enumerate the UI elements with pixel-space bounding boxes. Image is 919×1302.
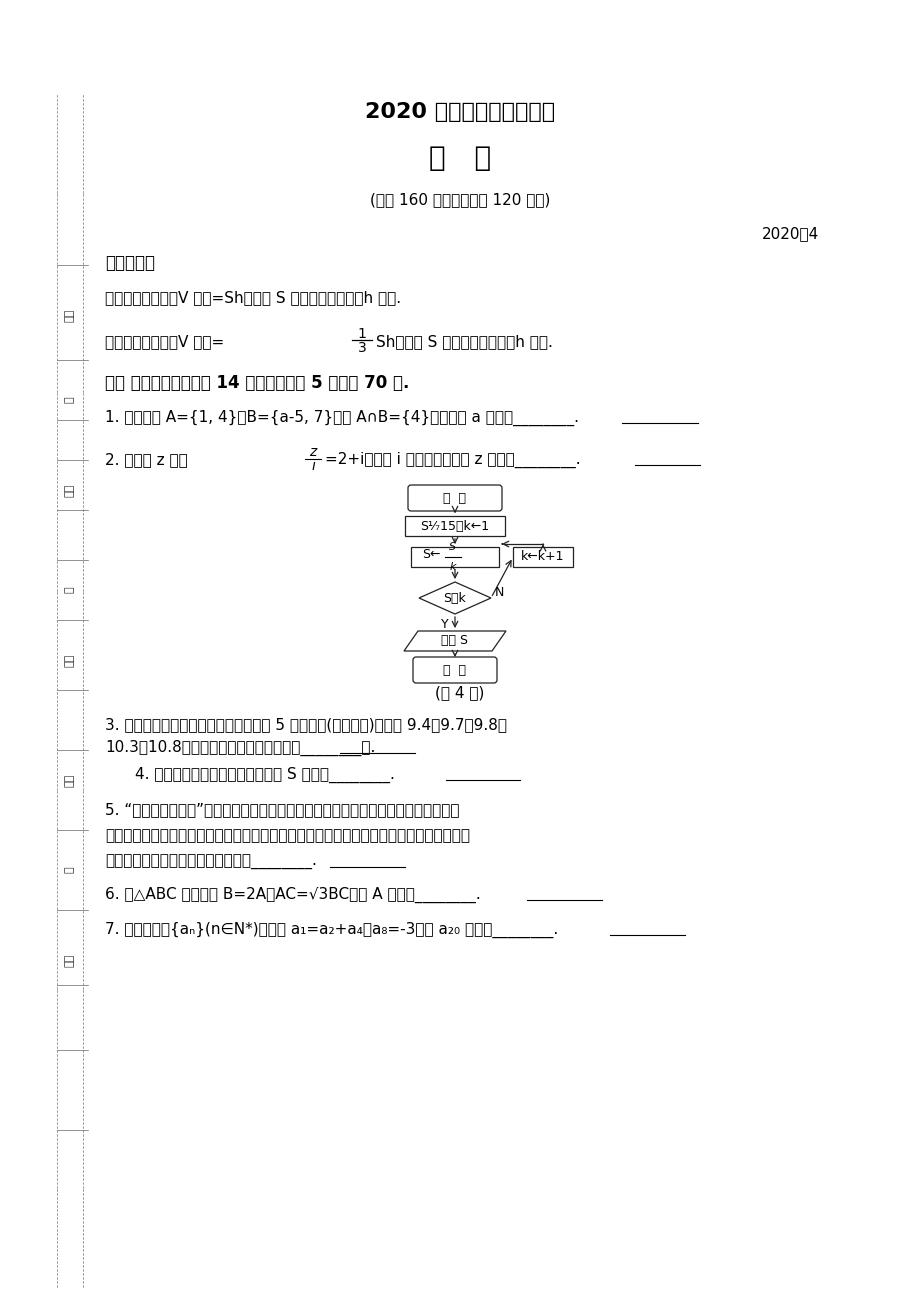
Text: 3. 在一块土地上种植某种农作物，连续 5 年的产量(单位：吨)分别为 9.4，9.7，9.8，: 3. 在一块土地上种植某种农作物，连续 5 年的产量(单位：吨)分别为 9.4，… bbox=[105, 717, 506, 733]
Text: (第 4 题): (第 4 题) bbox=[435, 685, 484, 700]
Text: k←k+1: k←k+1 bbox=[521, 551, 564, 564]
Text: N: N bbox=[494, 586, 504, 599]
Text: 2020 届高三模拟考试试卷: 2020 届高三模拟考试试卷 bbox=[365, 102, 554, 122]
Text: 班级: 班级 bbox=[65, 654, 75, 667]
Polygon shape bbox=[418, 582, 491, 615]
Text: 6. 在△ABC 中，已知 B=2A，AC=√3BC，则 A 的值是________.: 6. 在△ABC 中，已知 B=2A，AC=√3BC，则 A 的值是______… bbox=[105, 887, 481, 904]
Text: Sh，其中 S 为锥体的底面积，h 为高.: Sh，其中 S 为锥体的底面积，h 为高. bbox=[376, 335, 552, 349]
Text: 2. 若复数 z 满足: 2. 若复数 z 满足 bbox=[105, 453, 187, 467]
Text: k: k bbox=[449, 562, 456, 572]
Text: 参考公式：: 参考公式： bbox=[105, 254, 154, 272]
Text: 级: 级 bbox=[65, 867, 75, 874]
Text: 开  始: 开 始 bbox=[443, 491, 466, 504]
Text: 1. 已知集合 A={1, 4}，B={a-5, 7}，若 A∩B={4}，则实数 a 的值是________.: 1. 已知集合 A={1, 4}，B={a-5, 7}，若 A∩B={4}，则实… bbox=[105, 410, 578, 426]
Text: =2+i，其中 i 是虚数单位，则 z 的模是________.: =2+i，其中 i 是虚数单位，则 z 的模是________. bbox=[324, 452, 580, 469]
Text: 学校: 学校 bbox=[65, 773, 75, 786]
Text: 10.3，10.8，则该农作物的年平均产量是________吨.: 10.3，10.8，则该农作物的年平均产量是________吨. bbox=[105, 740, 375, 756]
Text: 人玩一次该游戏，则甲不输的概率是________.: 人玩一次该游戏，则甲不输的概率是________. bbox=[105, 854, 316, 870]
Text: 3: 3 bbox=[357, 341, 366, 355]
Text: 学号: 学号 bbox=[65, 309, 75, 322]
Text: S: S bbox=[449, 542, 456, 552]
Text: S⅐15，k←1: S⅐15，k←1 bbox=[420, 519, 489, 533]
Text: (满分 160 分，考试时间 120 分钟): (满分 160 分，考试时间 120 分钟) bbox=[369, 193, 550, 207]
Text: 一、 填空题：本大题公 14 小题，每小题 5 分，公 70 分.: 一、 填空题：本大题公 14 小题，每小题 5 分，公 70 分. bbox=[105, 374, 409, 392]
Text: S←: S← bbox=[422, 548, 440, 560]
Text: 5. “石头、剪子、布”是大家熟悉的二人游戏，其规则是：在石头、剪子和布中，二人: 5. “石头、剪子、布”是大家熟悉的二人游戏，其规则是：在石头、剪子和布中，二人 bbox=[105, 802, 459, 818]
Text: 级: 级 bbox=[65, 397, 75, 404]
Text: Y: Y bbox=[441, 618, 448, 631]
Polygon shape bbox=[403, 631, 505, 651]
Text: 结  束: 结 束 bbox=[443, 664, 466, 677]
FancyBboxPatch shape bbox=[413, 658, 496, 684]
Text: 1: 1 bbox=[357, 327, 366, 341]
Text: 2020．4: 2020．4 bbox=[761, 227, 818, 241]
Text: 柱体的体积公式：V 柱体=Sh，其中 S 为柱体的底面积，h 为高.: 柱体的体积公式：V 柱体=Sh，其中 S 为柱体的底面积，h 为高. bbox=[105, 290, 401, 306]
Text: 7. 在等差数列{aₙ}(n∈N*)中，若 a₁=a₂+a₄，a₈=-3，则 a₂₀ 的值是________.: 7. 在等差数列{aₙ}(n∈N*)中，若 a₁=a₂+a₄，a₈=-3，则 a… bbox=[105, 922, 558, 939]
Text: i: i bbox=[311, 460, 314, 473]
Text: 封: 封 bbox=[65, 587, 75, 594]
Text: 输出 S: 输出 S bbox=[441, 634, 468, 647]
Text: 数   学: 数 学 bbox=[428, 145, 491, 172]
Bar bbox=[411, 547, 498, 566]
Text: 姓名: 姓名 bbox=[65, 483, 75, 496]
Bar bbox=[404, 516, 505, 536]
Text: 锥体的体积公式：V 锥体=: 锥体的体积公式：V 锥体= bbox=[105, 335, 224, 349]
Text: 各随机选出一种，若相同则平局；若不同，则石头克剪子，剪子克布，布克石头，甲、乙两: 各随机选出一种，若相同则平局；若不同，则石头克剪子，剪子克布，布克石头，甲、乙两 bbox=[105, 828, 470, 844]
Text: 4. 如图是一个算法流程图，则输出 S 的值是________.: 4. 如图是一个算法流程图，则输出 S 的值是________. bbox=[135, 767, 394, 783]
Text: S＜k: S＜k bbox=[443, 591, 466, 604]
FancyBboxPatch shape bbox=[407, 486, 502, 510]
Bar bbox=[513, 547, 573, 566]
Text: z: z bbox=[309, 445, 316, 460]
Text: 区县: 区县 bbox=[65, 953, 75, 966]
